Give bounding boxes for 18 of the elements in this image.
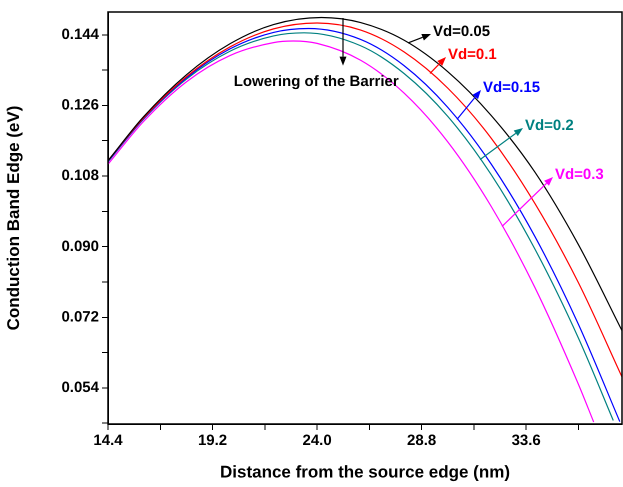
y-tick-label: 0.144 [61, 26, 100, 43]
y-axis-title: Conduction Band Edge (eV) [4, 106, 23, 330]
y-tick-label: 0.090 [61, 238, 99, 255]
x-tick-label: 19.2 [198, 432, 228, 450]
legend-label: Vd=0.2 [525, 117, 574, 134]
y-tick-label: 0.054 [61, 379, 100, 396]
y-tick-label: 0.126 [61, 96, 99, 114]
y-tick-label: 0.108 [61, 167, 99, 184]
legend-label: Vd=0.1 [448, 46, 497, 64]
legend-label: Vd=0.15 [483, 79, 540, 96]
y-tick-label: 0.072 [61, 308, 99, 326]
legend-label: Vd=0.3 [555, 166, 604, 184]
legend-label: Vd=0.05 [433, 23, 490, 40]
x-tick-label: 28.8 [407, 432, 436, 450]
x-axis-title: Distance from the source edge (nm) [220, 462, 510, 482]
x-tick-label: 24.0 [302, 432, 332, 450]
x-tick-label: 14.4 [93, 432, 124, 450]
x-tick-label: 33.6 [512, 432, 541, 450]
